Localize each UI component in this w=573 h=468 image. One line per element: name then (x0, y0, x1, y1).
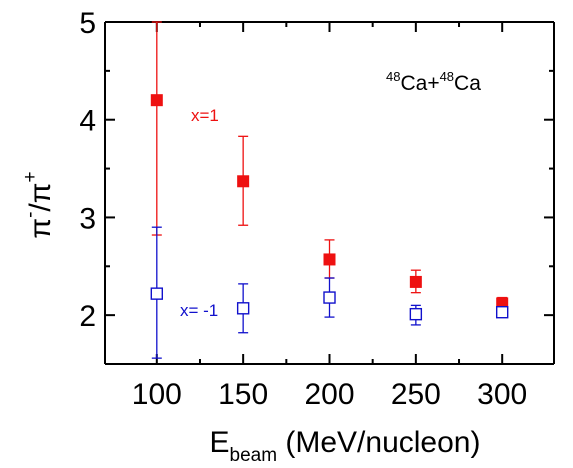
data-point-marker (236, 302, 250, 315)
x-tick-labels: 100 150 200 250 300 (132, 378, 527, 411)
x-label-sub: beam (230, 445, 278, 466)
series-label-x-minus-1: x= -1 (180, 301, 218, 320)
system-annotation: 48Ca+48Ca (386, 69, 481, 95)
y-tick-label: 5 (79, 7, 96, 40)
y-tick-label: 3 (79, 202, 96, 235)
series-label-x-plus-1: x=1 (191, 106, 219, 125)
system-base-1: Ca+ (400, 72, 439, 95)
x-tick-label: 250 (391, 378, 441, 411)
x-tick-label: 300 (477, 378, 527, 411)
x-tick-label: 150 (218, 378, 268, 411)
data-point-marker (150, 94, 163, 107)
data-point-marker (409, 307, 423, 321)
data-point-marker (495, 306, 509, 319)
y-label-numerator-sup: - (20, 212, 41, 218)
system-sup-1: 48 (386, 69, 400, 84)
y-label-denominator-sup: + (20, 171, 41, 182)
y-label-denominator: /π (24, 183, 57, 212)
data-point-marker (150, 287, 164, 300)
x-label-rest: (MeV/nucleon) (277, 426, 480, 459)
y-label-numerator: π (24, 218, 57, 239)
axis-ticks (105, 21, 554, 364)
x-label-base: E (210, 426, 230, 459)
x-tick-label: 200 (304, 378, 354, 411)
data-point-marker (409, 275, 422, 288)
series-x-minus-1 (150, 226, 509, 359)
x-tick-label: 100 (132, 378, 182, 411)
y-tick-label: 4 (79, 105, 96, 138)
data-point-marker (237, 175, 250, 188)
series-x-plus-1 (150, 21, 509, 312)
data-point-marker (323, 253, 336, 266)
y-tick-labels: 2 3 4 5 (79, 7, 96, 333)
x-axis-label: Ebeam (MeV/nucleon) (210, 426, 481, 466)
system-sup-2: 48 (440, 69, 454, 84)
data-series (150, 21, 509, 359)
data-point-marker (323, 291, 336, 304)
y-axis-label: π-/π+ (20, 171, 57, 238)
system-base-2: Ca (454, 72, 481, 95)
y-tick-label: 2 (79, 300, 96, 333)
